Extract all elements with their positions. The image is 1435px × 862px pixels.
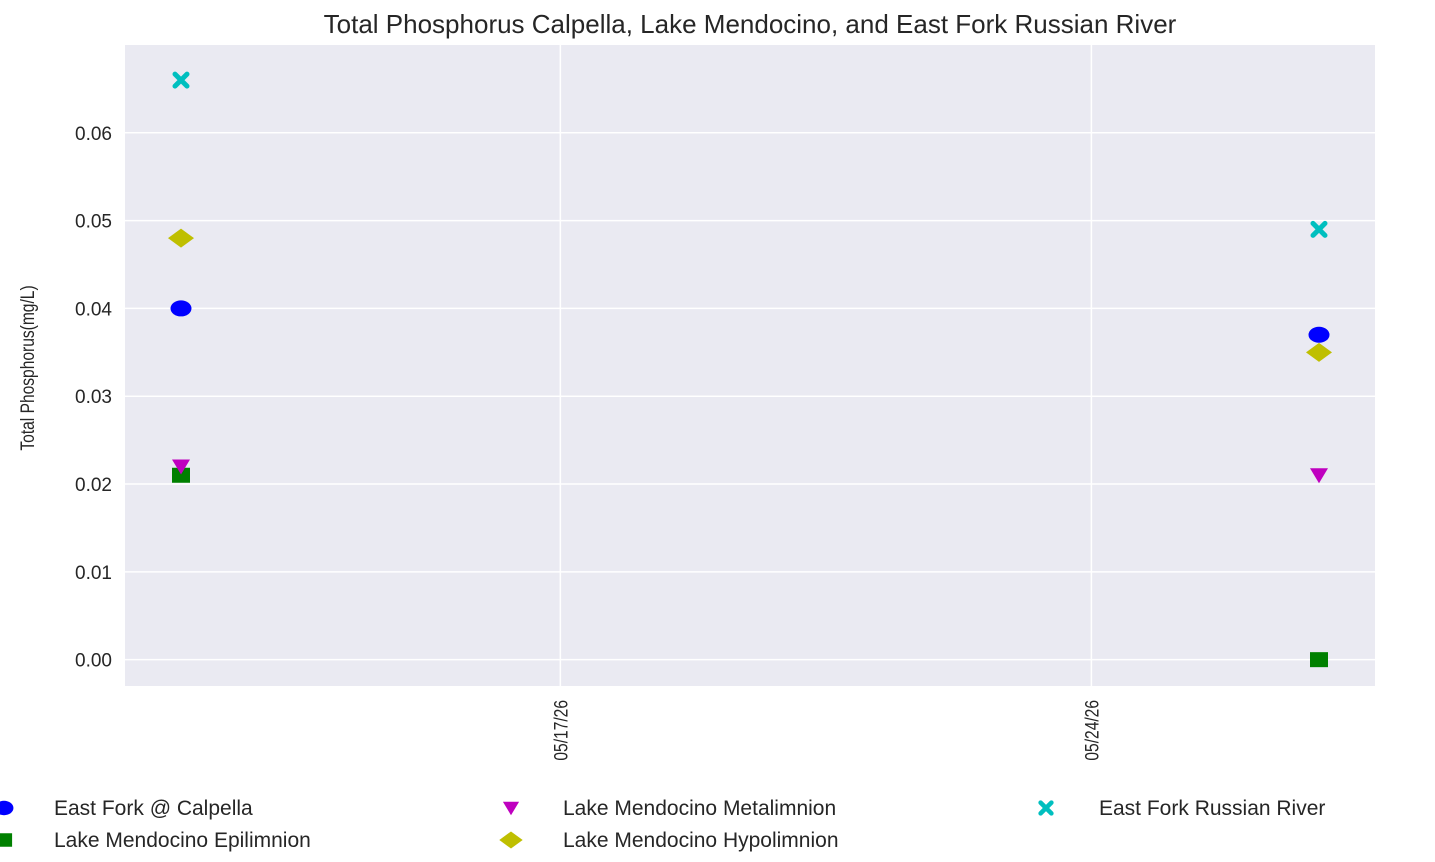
legend-label: Lake Mendocino Epilimnion bbox=[54, 829, 311, 852]
data-point bbox=[172, 459, 190, 475]
legend-marker bbox=[502, 801, 520, 816]
data-point bbox=[1310, 652, 1328, 668]
data-point bbox=[172, 71, 190, 89]
legend: East Fork @ Calpella Lake Mendocino Metal… bbox=[0, 797, 1325, 852]
y-tick-label: 0.00 bbox=[75, 651, 112, 672]
y-tick-label: 0.06 bbox=[75, 124, 112, 145]
data-point bbox=[1306, 342, 1332, 362]
x-axis-ticks: 05/17/26 05/24/26 bbox=[550, 700, 1103, 761]
data-point bbox=[168, 228, 194, 248]
legend-marker bbox=[499, 831, 523, 849]
data-point bbox=[1310, 220, 1328, 238]
y-tick-label: 0.01 bbox=[75, 563, 112, 584]
legend-label: Lake Mendocino Metalimnion bbox=[563, 797, 836, 820]
y-axis-label: Total Phosphorus(mg/L) bbox=[17, 285, 39, 450]
legend-marker bbox=[0, 800, 14, 816]
legend-marker bbox=[1038, 800, 1054, 816]
chart-title: Total Phosphorus Calpella, Lake Mendocin… bbox=[324, 9, 1177, 39]
y-axis-ticks: 0.00 0.01 0.02 0.03 0.04 0.05 0.06 bbox=[75, 124, 112, 672]
y-tick-label: 0.03 bbox=[75, 387, 112, 408]
y-tick-label: 0.05 bbox=[75, 212, 112, 233]
data-point bbox=[170, 300, 192, 317]
legend-marker bbox=[0, 833, 13, 847]
x-tick-label: 05/17/26 bbox=[550, 700, 572, 761]
data-points bbox=[168, 71, 1332, 668]
plot-area bbox=[125, 45, 1375, 686]
legend-label: Lake Mendocino Hypolimnion bbox=[563, 829, 839, 852]
y-tick-label: 0.04 bbox=[75, 299, 112, 320]
legend-label: East Fork Russian River bbox=[1099, 797, 1325, 820]
legend-label: East Fork @ Calpella bbox=[54, 797, 253, 820]
data-point bbox=[172, 467, 190, 483]
grid-lines bbox=[125, 45, 1375, 686]
data-point bbox=[1310, 468, 1328, 484]
data-point bbox=[1308, 326, 1330, 343]
x-tick-label: 05/24/26 bbox=[1081, 700, 1103, 761]
y-tick-label: 0.02 bbox=[75, 475, 112, 496]
